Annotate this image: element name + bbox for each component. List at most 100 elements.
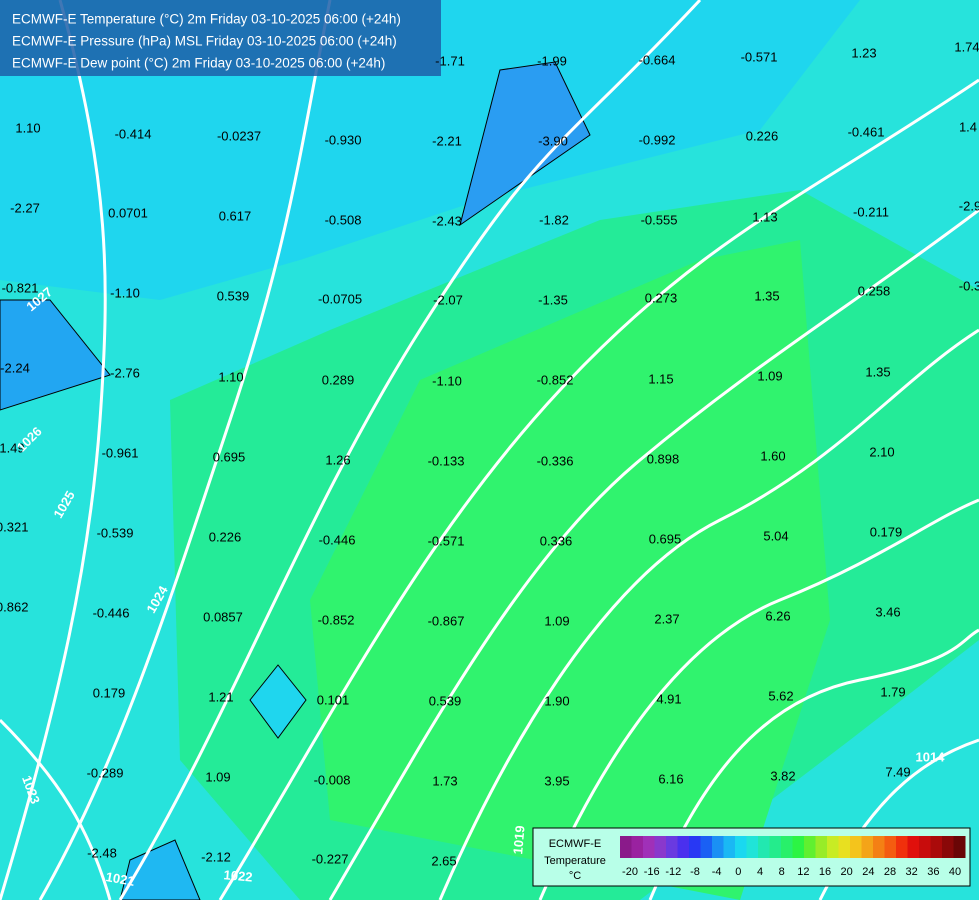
header-line: ECMWF-E Temperature (°C) 2m Friday 03-10… — [12, 12, 401, 27]
color-swatch — [781, 836, 793, 858]
color-swatch — [838, 836, 851, 858]
station-value: -0.539 — [97, 525, 134, 540]
header: ECMWF-E Temperature (°C) 2m Friday 03-10… — [0, 0, 441, 76]
color-swatch — [919, 836, 931, 858]
header-line: ECMWF-E Dew point (°C) 2m Friday 03-10-2… — [12, 56, 385, 71]
station-value: -2.27 — [10, 200, 40, 215]
color-swatch — [666, 836, 678, 858]
isobar-label: 1021 — [105, 869, 136, 889]
station-value: -0.571 — [741, 49, 778, 64]
station-value: 1.90 — [544, 693, 569, 708]
legend-tick: -20 — [622, 866, 638, 878]
station-value: 3.46 — [875, 604, 900, 619]
cold-patch — [459, 61, 591, 227]
color-swatch — [746, 836, 759, 858]
station-value: 0.289 — [322, 372, 355, 387]
station-value: 0.336 — [540, 533, 573, 548]
station-value: -0.133 — [428, 453, 465, 468]
legend-tick: -4 — [712, 866, 722, 878]
station-value: -2.21 — [432, 133, 462, 148]
station-value: 1.79 — [880, 684, 905, 699]
station-value: -0.289 — [87, 765, 124, 780]
legend-tick: 8 — [779, 866, 785, 878]
station-value: 1.09 — [757, 368, 782, 383]
legend-tick: 12 — [797, 866, 809, 878]
station-value: 1.21 — [208, 689, 233, 704]
legend-tick: 0 — [735, 866, 741, 878]
color-swatch — [735, 836, 747, 858]
color-swatch — [850, 836, 862, 858]
station-value: -0.008 — [314, 772, 351, 787]
station-value: 6.26 — [765, 608, 790, 623]
station-value: 1.23 — [851, 45, 876, 60]
station-value: -0.336 — [537, 453, 574, 468]
color-swatch — [896, 836, 908, 858]
station-value: -0.571 — [428, 533, 465, 548]
color-swatch — [942, 836, 954, 858]
station-value: 2.10 — [869, 444, 894, 459]
station-value: 1.4 — [959, 119, 977, 134]
legend-tick: 36 — [927, 866, 939, 878]
station-value: -1.35 — [538, 292, 568, 307]
isobar-label: 1019 — [510, 825, 527, 855]
station-value: 0.898 — [647, 451, 680, 466]
station-value: 1.60 — [760, 448, 785, 463]
station-value: -0.961 — [102, 445, 139, 460]
station-values: -1.71 -1.99 -0.664 -0.571 1.23 1.74 1.10 -0.414… — [0, 39, 979, 868]
station-value: -0.227 — [312, 851, 349, 866]
station-value: -0.0237 — [217, 128, 261, 143]
station-value: -1.99 — [537, 53, 567, 68]
station-value: 3.95 — [544, 773, 569, 788]
station-value: 1.74 — [954, 39, 979, 54]
color-swatch — [631, 836, 644, 858]
color-swatch — [792, 836, 805, 858]
cold-patch — [0, 299, 111, 411]
station-value: 1.49 — [0, 440, 25, 455]
station-value: -0.414 — [115, 126, 152, 141]
station-value: -0.852 — [537, 372, 574, 387]
station-value: -2.24 — [0, 360, 30, 375]
station-value: 1.73 — [432, 773, 457, 788]
station-value: 0.539 — [217, 288, 250, 303]
color-swatch — [907, 836, 920, 858]
warm-area — [310, 240, 830, 900]
station-value: 1.26 — [325, 452, 350, 467]
cold-patch — [249, 664, 307, 739]
legend-title: ECMWF-E — [549, 838, 602, 850]
color-swatch — [643, 836, 655, 858]
color-swatch — [677, 836, 690, 858]
station-value: 1.10 — [15, 120, 40, 135]
legend-tick: 28 — [884, 866, 896, 878]
station-value: -2.76 — [110, 365, 140, 380]
station-value: 1.15 — [648, 371, 673, 386]
station-value: 0.0701 — [108, 205, 148, 220]
station-value: -0.852 — [318, 612, 355, 627]
station-value: -2.12 — [201, 849, 231, 864]
station-value: -0.0705 — [318, 291, 362, 306]
station-value: 1.09 — [205, 769, 230, 784]
color-swatch — [884, 836, 897, 858]
isobar-label: 1014 — [916, 749, 946, 764]
station-value: -0.508 — [325, 212, 362, 227]
station-value: 1.10 — [218, 369, 243, 384]
station-value: 3.82 — [770, 768, 795, 783]
color-swatch — [689, 836, 701, 858]
color-swatch — [654, 836, 667, 858]
station-value: 0.179 — [870, 524, 903, 539]
station-value: 0.539 — [429, 693, 462, 708]
station-value: 0.179 — [93, 685, 126, 700]
station-value: 0.101 — [317, 692, 350, 707]
station-value: 0.695 — [213, 449, 246, 464]
color-swatch — [804, 836, 816, 858]
color-swatch — [712, 836, 724, 858]
station-value: -0.821 — [2, 280, 39, 295]
legend-tick: 20 — [841, 866, 853, 878]
legend-tick: 40 — [949, 866, 961, 878]
station-value: 0.258 — [858, 283, 891, 298]
station-value: 0.273 — [645, 290, 678, 305]
station-value: 2.37 — [654, 611, 679, 626]
legend-tick: 32 — [906, 866, 918, 878]
station-value: -0.867 — [428, 613, 465, 628]
